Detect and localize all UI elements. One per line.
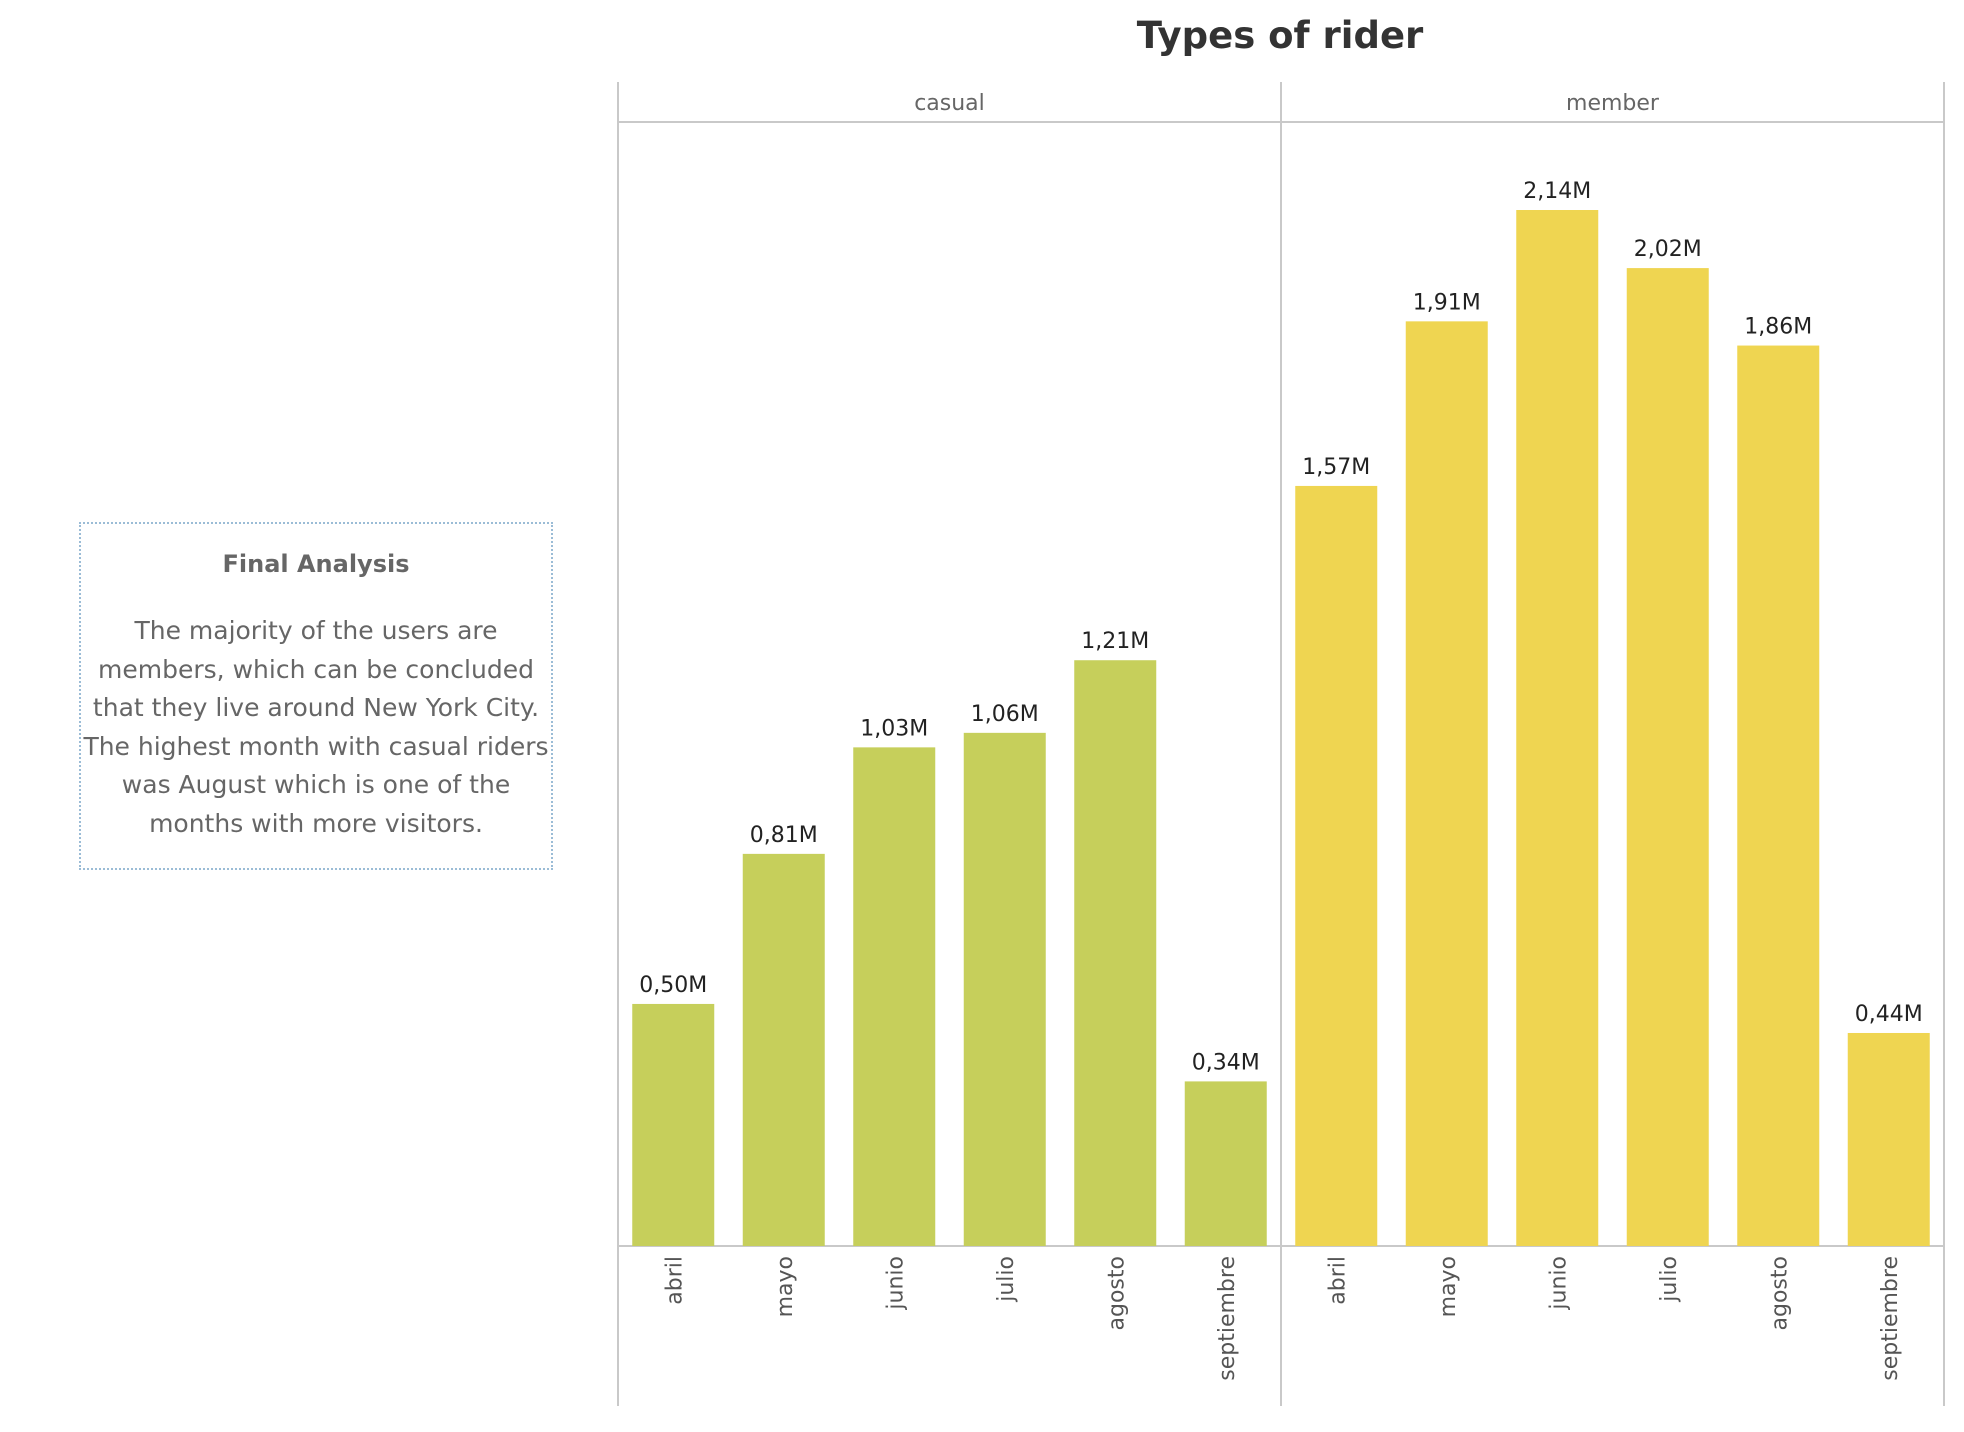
bar-label-member-julio: 2,02M — [1634, 237, 1702, 262]
bar-label-member-abril: 1,57M — [1302, 455, 1370, 480]
x-tick-label-casual-septiembre: septiembre — [1215, 1256, 1240, 1381]
bar-label-casual-abril: 0,50M — [639, 973, 707, 998]
bar-label-casual-julio: 1,06M — [971, 702, 1039, 727]
bar-value-labels: 0,50M 0,81M 1,03M 1,06M 1,21M 0,34M 1,57M 1,91M… — [639, 179, 1922, 1075]
bar-label-member-septiembre: 0,44M — [1855, 1002, 1923, 1027]
panel-labels: casual member — [914, 91, 1660, 116]
bar-member-julio — [1626, 268, 1709, 1246]
bar-casual-septiembre — [1184, 1081, 1267, 1246]
panel-label-casual: casual — [914, 91, 985, 116]
bar-casual-junio — [853, 747, 936, 1246]
final-analysis-text: The majority of the users are members, w… — [83, 616, 549, 838]
x-tick-labels: abril mayo junio julio agosto septiembre abril… — [662, 1256, 1903, 1381]
bar-member-junio — [1516, 210, 1599, 1246]
bars — [632, 210, 1930, 1246]
x-tick-label-member-junio: junio — [1546, 1256, 1571, 1311]
bar-label-casual-agosto: 1,21M — [1081, 629, 1149, 654]
x-tick-label-member-julio: julio — [1657, 1256, 1682, 1303]
panel-label-member: member — [1566, 91, 1660, 116]
chart-title: Types of rider — [1137, 14, 1424, 57]
x-tick-label-member-agosto: agosto — [1767, 1256, 1792, 1330]
x-tick-label-casual-agosto: agosto — [1104, 1256, 1129, 1330]
bar-member-agosto — [1737, 345, 1820, 1246]
final-analysis-box: Final Analysis The majority of the users… — [79, 522, 553, 870]
x-tick-label-casual-julio: julio — [994, 1256, 1019, 1303]
bar-member-abril — [1295, 485, 1378, 1246]
x-tick-label-casual-abril: abril — [662, 1256, 687, 1305]
bar-casual-agosto — [1074, 660, 1157, 1246]
bar-member-septiembre — [1847, 1032, 1930, 1246]
bar-casual-mayo — [742, 853, 825, 1246]
bar-label-casual-mayo: 0,81M — [750, 823, 818, 848]
bar-label-casual-septiembre: 0,34M — [1192, 1050, 1260, 1075]
final-analysis-title: Final Analysis — [222, 550, 410, 578]
x-tick-label-member-mayo: mayo — [1436, 1256, 1461, 1317]
x-tick-label-member-septiembre: septiembre — [1878, 1256, 1903, 1381]
bar-label-member-agosto: 1,86M — [1744, 315, 1812, 340]
x-tick-label-casual-mayo: mayo — [773, 1256, 798, 1317]
x-tick-label-member-abril: abril — [1325, 1256, 1350, 1305]
bar-casual-abril — [632, 1003, 715, 1246]
bar-member-mayo — [1405, 321, 1488, 1246]
x-tick-label-casual-junio: junio — [883, 1256, 908, 1311]
bar-label-member-mayo: 1,91M — [1413, 290, 1481, 315]
bar-label-member-junio: 2,14M — [1523, 179, 1591, 204]
bar-casual-julio — [963, 732, 1046, 1246]
chart-frame — [617, 82, 1945, 1406]
bar-label-casual-junio: 1,03M — [860, 716, 928, 741]
